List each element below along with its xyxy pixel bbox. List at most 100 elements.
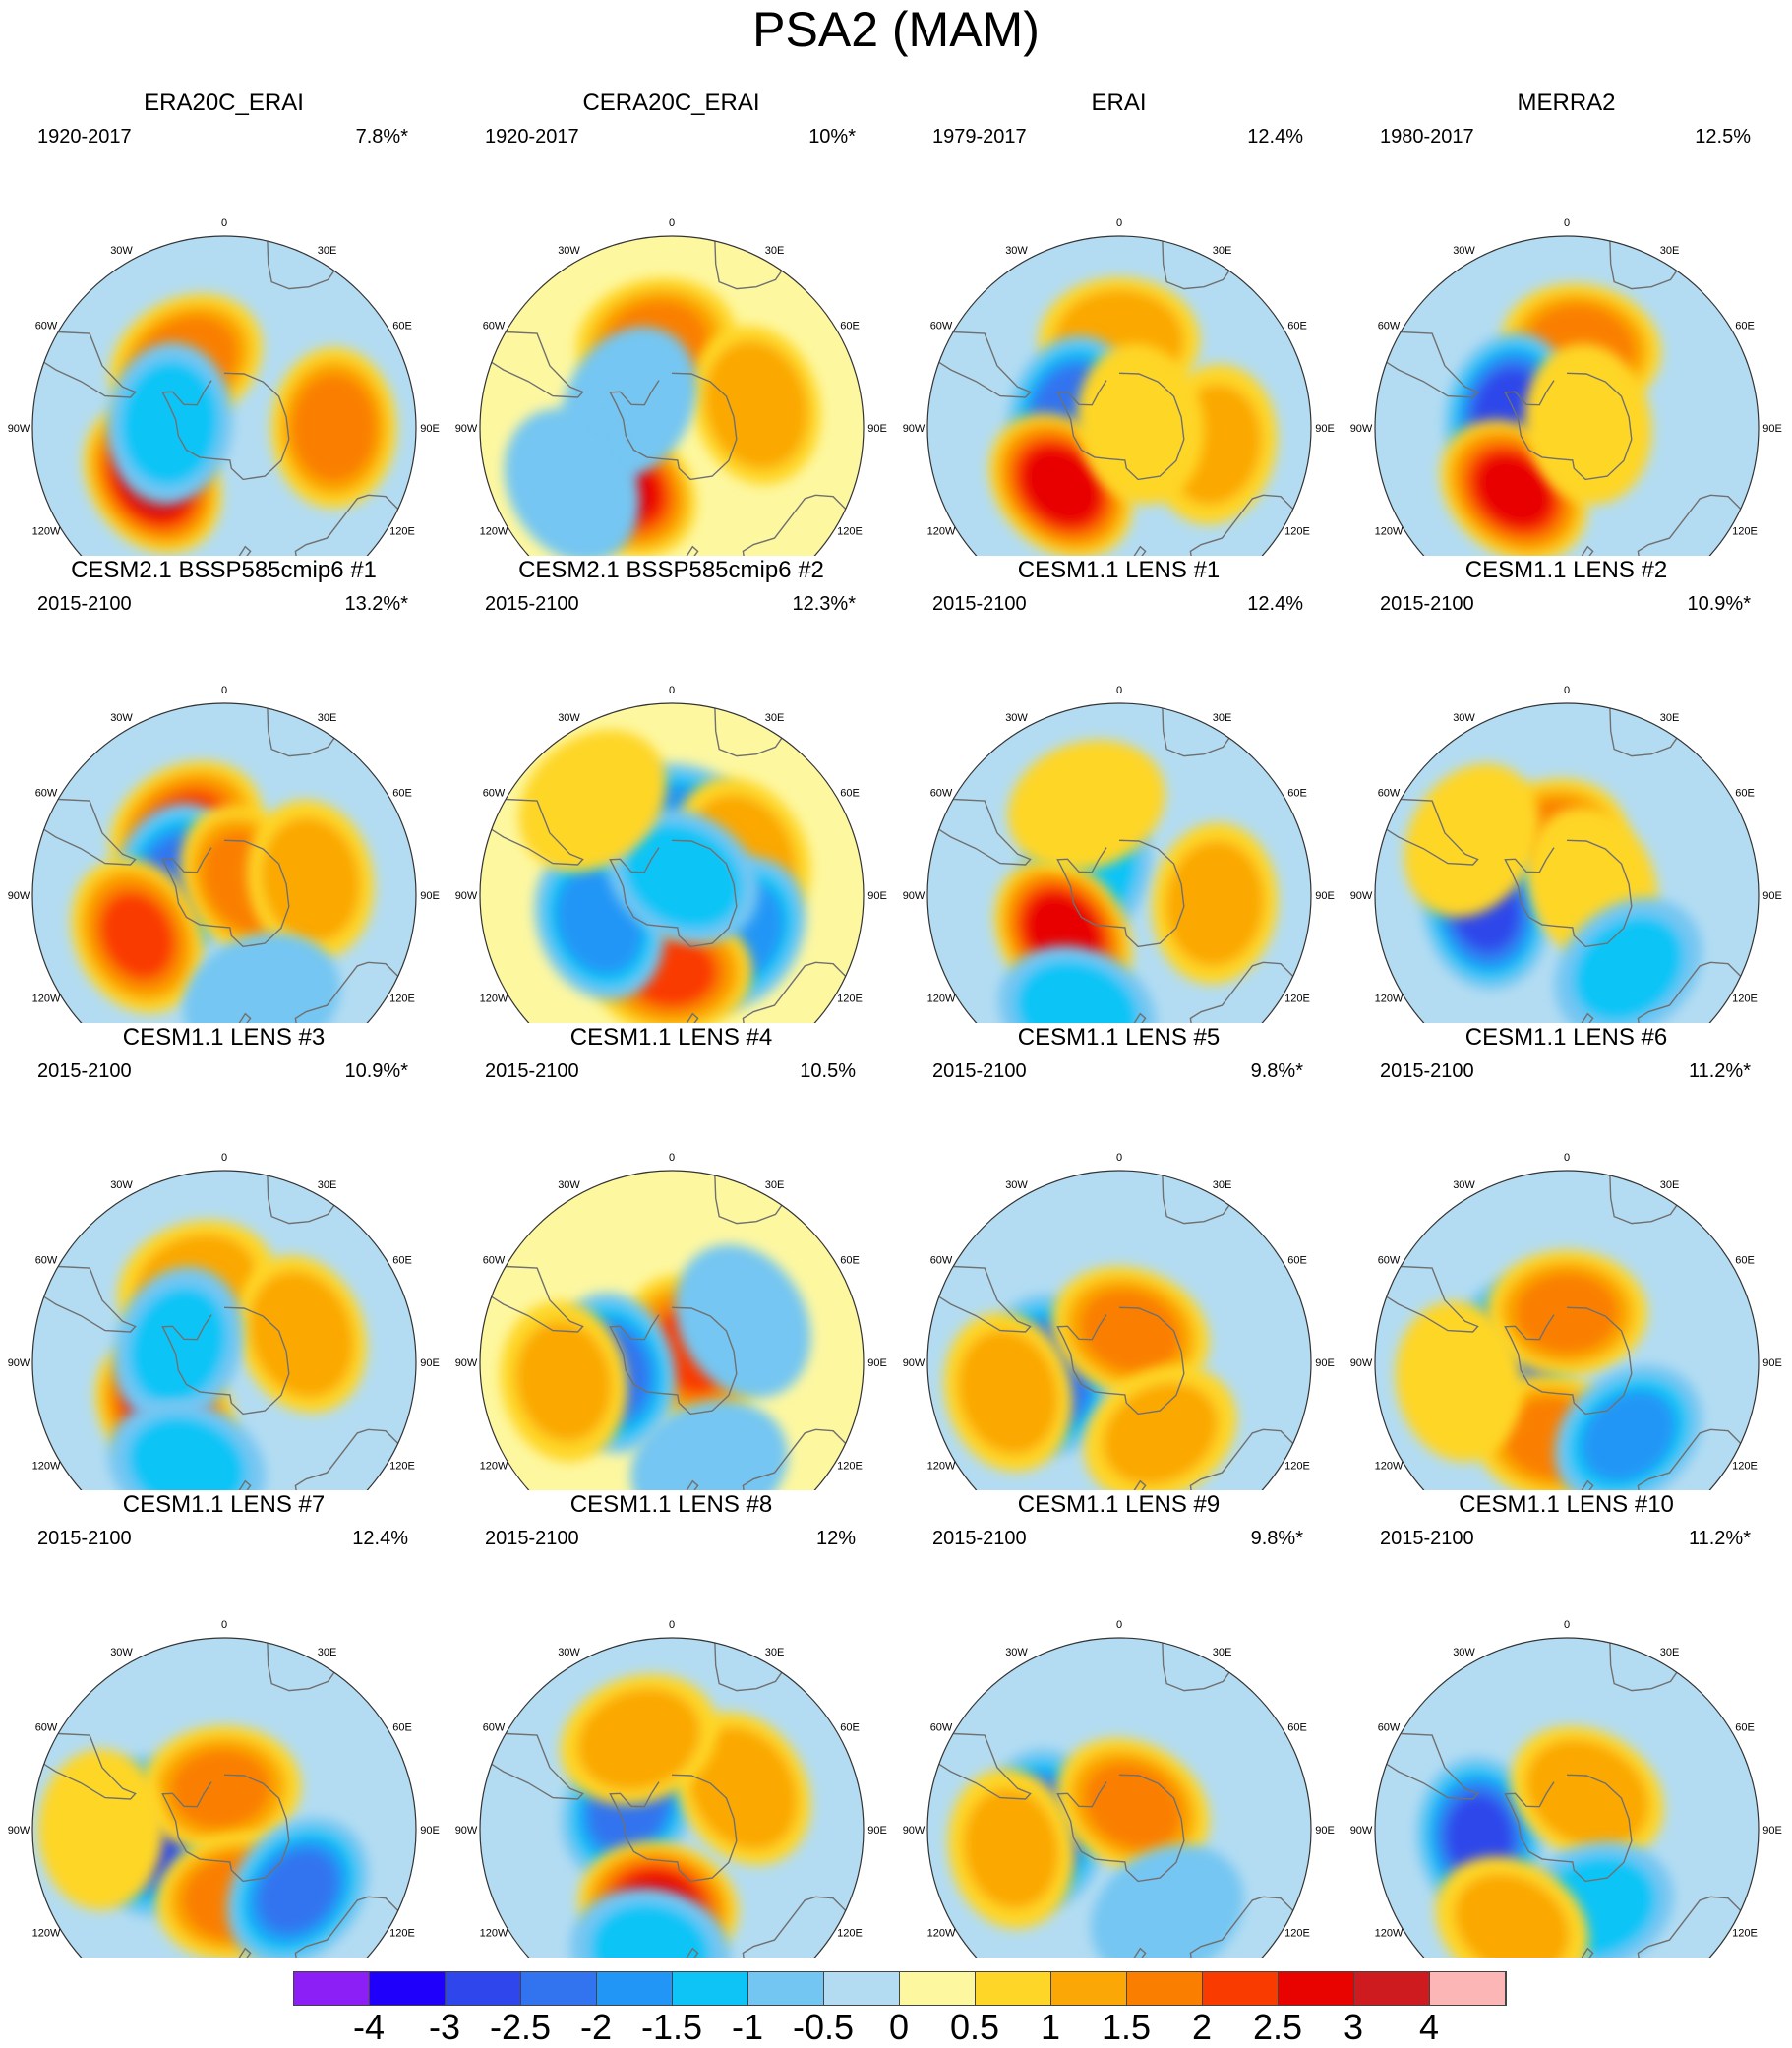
contour-band xyxy=(1404,763,1540,918)
map-boundary xyxy=(479,1170,865,1490)
panel-period: 2015-2100 xyxy=(1380,593,1474,615)
panel-variance: 9.8%* xyxy=(1250,1060,1303,1082)
longitude-label: 120W xyxy=(927,526,956,538)
longitude-label: 90W xyxy=(1350,890,1373,902)
longitude-label: 30W xyxy=(1453,1179,1475,1191)
longitude-label: 60E xyxy=(1735,1255,1755,1267)
colorbar-label: 2 xyxy=(1191,2007,1213,2047)
coastline xyxy=(714,1175,783,1225)
longitude-label: 0 xyxy=(669,1619,675,1631)
polar-map: 030E60E90E120E150E180150W120W90W60W30W xyxy=(8,1152,440,1490)
coastline xyxy=(294,494,399,556)
coastline xyxy=(1504,839,1633,948)
longitude-label: 30E xyxy=(1660,1179,1680,1191)
longitude-label: 30E xyxy=(1213,245,1232,257)
colorbar-label: 2.5 xyxy=(1252,2007,1303,2047)
longitude-label: 30E xyxy=(1660,712,1680,724)
coastline xyxy=(294,961,399,1023)
anomaly-center xyxy=(1007,740,1165,871)
anomaly-center xyxy=(1056,1737,1210,1874)
colorbar-label: 4 xyxy=(1418,2007,1440,2047)
panel-period: 2015-2100 xyxy=(1380,1528,1474,1549)
longitude-label: 90E xyxy=(420,1825,440,1837)
longitude-label: 60W xyxy=(1378,788,1401,800)
map-boundary xyxy=(1374,702,1760,1023)
panel-title: ERA20C_ERAI xyxy=(144,90,304,116)
longitude-label: 90W xyxy=(455,1357,478,1369)
colorbar-label: -1 xyxy=(731,2007,764,2047)
longitude-label: 120W xyxy=(927,1928,956,1940)
coastline xyxy=(609,1306,738,1416)
panel-variance: 12.4% xyxy=(1247,593,1303,615)
longitude-label: 60E xyxy=(1735,321,1755,332)
map-boundary xyxy=(1374,1170,1760,1490)
map-boundary xyxy=(479,702,865,1023)
longitude-label: 30W xyxy=(110,1179,133,1191)
longitude-label: 120W xyxy=(32,526,61,538)
longitude-label: 120W xyxy=(1375,994,1404,1005)
figure-title: PSA2 (MAM) xyxy=(752,2,1040,57)
coastline xyxy=(232,545,252,556)
longitude-label: 90W xyxy=(1350,1357,1373,1369)
longitude-label: 60W xyxy=(1378,1255,1401,1267)
panel-title: CESM1.1 LENS #1 xyxy=(1017,557,1221,583)
contour-band xyxy=(1090,1844,1244,1958)
longitude-label: 60W xyxy=(930,1722,953,1734)
colorbar-swatch xyxy=(1127,1972,1203,2005)
longitude-label: 30W xyxy=(1453,712,1475,724)
coastline xyxy=(1189,1896,1294,1958)
anomaly-center xyxy=(247,800,375,961)
coastline xyxy=(491,1732,584,1800)
coastline xyxy=(1637,961,1742,1023)
coastline xyxy=(43,1265,137,1333)
contour-band xyxy=(1475,454,1552,528)
coastline xyxy=(1056,1774,1185,1883)
anomaly-center xyxy=(606,808,760,944)
longitude-label: 60E xyxy=(392,321,412,332)
contour-band xyxy=(129,1286,227,1405)
coastline xyxy=(294,1896,399,1958)
longitude-label: 120W xyxy=(1375,1928,1404,1940)
anomaly-center xyxy=(518,729,667,872)
contour-band xyxy=(1515,1272,1619,1354)
coastline xyxy=(267,1175,335,1225)
colorbar-swatch xyxy=(446,1972,521,2005)
coastline xyxy=(1504,1306,1633,1416)
longitude-label: 60E xyxy=(1735,788,1755,800)
contour-band xyxy=(291,373,377,483)
coastline xyxy=(161,1306,290,1416)
contour-band xyxy=(515,1321,612,1442)
coastline xyxy=(1386,331,1479,398)
map-boundary xyxy=(31,235,417,556)
map-boundary xyxy=(1374,235,1760,556)
colorbar-swatch xyxy=(370,1972,446,2005)
anomaly-center xyxy=(1151,822,1279,985)
polar-map: 030E60E90E120E150E180150W120W90W60W30W xyxy=(8,1619,440,1958)
contour-band xyxy=(183,933,341,1023)
longitude-label: 30E xyxy=(318,1179,337,1191)
panel-variance: 12.3%* xyxy=(792,593,857,615)
anomaly-center xyxy=(630,1400,789,1490)
colorbar-swatch xyxy=(1203,1972,1279,2005)
anomaly-center xyxy=(71,858,205,1014)
panel-period: 2015-2100 xyxy=(485,593,579,615)
panel-period: 2015-2100 xyxy=(485,1060,579,1082)
coastline xyxy=(1189,1428,1294,1490)
colorbar-swatch xyxy=(976,1972,1051,2005)
colorbar-swatch xyxy=(521,1972,597,2005)
longitude-label: 0 xyxy=(669,685,675,696)
panel-title: CESM1.1 LENS #6 xyxy=(1464,1024,1668,1051)
longitude-label: 30W xyxy=(558,712,580,724)
coastline xyxy=(1127,1479,1147,1490)
contour-band xyxy=(1084,1762,1182,1850)
anomaly-center xyxy=(1404,763,1540,918)
polar-map: 030E60E90E120E150E180150W120W90W60W30W xyxy=(455,1152,887,1490)
longitude-label: 120E xyxy=(1732,1928,1758,1940)
longitude-label: 0 xyxy=(1116,1619,1122,1631)
map-panel: CESM2.1 BSSP585cmip6 #2 2015-2100 12.3%* 0 3… xyxy=(448,556,895,1023)
longitude-label: 120W xyxy=(480,1461,508,1473)
anomaly-center xyxy=(675,1244,811,1399)
panel-title: MERRA2 xyxy=(1517,90,1616,116)
longitude-label: 120E xyxy=(837,1928,863,1940)
coastline xyxy=(43,1732,137,1800)
